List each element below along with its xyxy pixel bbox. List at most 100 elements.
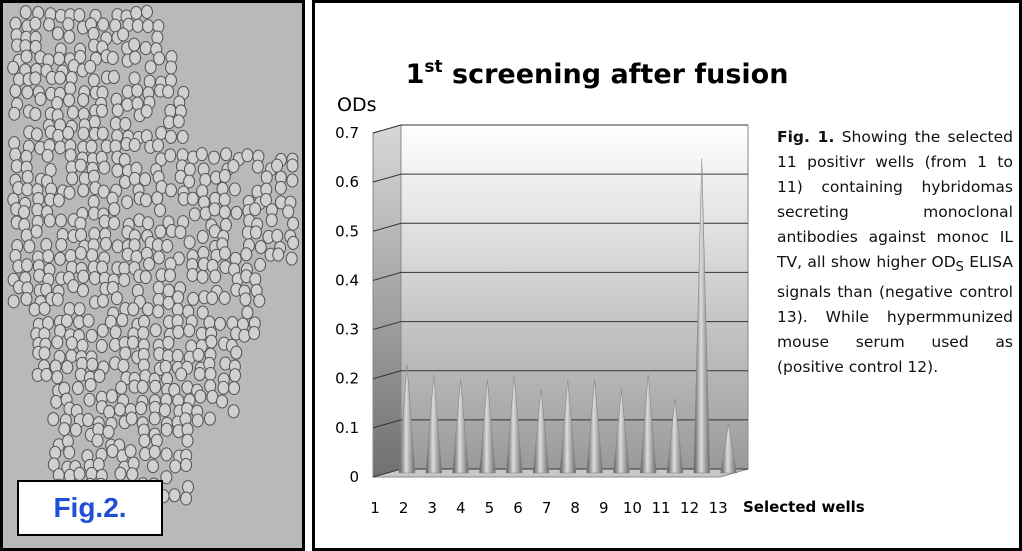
cell <box>207 292 218 305</box>
cell <box>219 193 230 206</box>
cell <box>39 302 50 315</box>
cell <box>78 184 89 197</box>
x-tick-label: 5 <box>485 499 495 517</box>
cell <box>287 174 298 187</box>
cell <box>64 94 75 107</box>
cell <box>119 273 130 286</box>
cell <box>30 17 41 30</box>
cell <box>83 414 94 427</box>
cell <box>137 380 148 393</box>
cell <box>120 117 131 130</box>
cell <box>219 206 230 219</box>
cell <box>219 170 230 183</box>
cell <box>182 434 193 447</box>
cell <box>140 173 151 186</box>
cell-image-panel: Fig.2. <box>0 0 305 551</box>
cell <box>108 71 119 84</box>
cell <box>215 317 226 330</box>
cell <box>54 52 65 65</box>
cell <box>48 413 59 426</box>
cell <box>75 247 86 260</box>
cell <box>272 159 283 172</box>
cell <box>83 314 94 327</box>
cell <box>64 186 75 199</box>
cell <box>197 230 208 243</box>
cell <box>19 206 30 219</box>
caption-text-after: ELISA signals than (negative control 13)… <box>777 253 1013 376</box>
cell <box>139 434 150 447</box>
cell <box>143 20 154 33</box>
cell <box>255 241 266 254</box>
cell <box>187 192 198 205</box>
cell <box>118 359 129 372</box>
cell <box>150 380 161 393</box>
cell <box>136 402 147 415</box>
cell <box>31 128 42 141</box>
x-tick-label: 7 <box>542 499 552 517</box>
caption: Fig. 1. Showing the selected 11 positivr… <box>777 125 1013 380</box>
cell <box>67 106 78 119</box>
cell <box>152 192 163 205</box>
cell <box>217 395 228 408</box>
cell <box>88 170 99 183</box>
cell <box>164 269 175 282</box>
cell <box>41 238 52 251</box>
cell <box>192 414 203 427</box>
cell <box>20 6 31 19</box>
cell <box>74 303 85 316</box>
cell <box>97 294 108 307</box>
chart-panel: 1st screening after fusion ODs Selected … <box>312 0 1022 551</box>
cell <box>39 347 50 360</box>
title-superscript: st <box>424 57 442 77</box>
cell <box>112 164 123 177</box>
cell <box>166 184 177 197</box>
cell <box>187 269 198 282</box>
cell <box>77 284 88 297</box>
cell <box>50 446 61 459</box>
cell <box>138 327 149 340</box>
cell <box>210 270 221 283</box>
cell <box>188 292 199 305</box>
cell <box>112 104 123 117</box>
cell <box>88 74 99 87</box>
cell <box>144 258 155 271</box>
cell <box>55 71 66 84</box>
cell <box>228 405 239 418</box>
cell <box>117 314 128 327</box>
cell <box>111 292 122 305</box>
cell <box>43 250 54 263</box>
cell <box>120 175 131 188</box>
cell <box>130 51 141 64</box>
cell <box>52 293 63 306</box>
cell <box>54 252 65 265</box>
y-tick-label: 0.3 <box>335 321 359 339</box>
cell <box>255 258 266 271</box>
cell <box>78 270 89 283</box>
cell <box>161 423 172 436</box>
cell <box>51 395 62 408</box>
cell <box>240 293 251 306</box>
cell <box>52 371 63 384</box>
caption-text: Showing the selected 11 positivr wells (… <box>777 128 1013 271</box>
cell <box>63 127 74 140</box>
cell <box>132 84 143 97</box>
chart-title: 1st screening after fusion <box>406 57 789 90</box>
cell <box>59 423 70 436</box>
cell <box>125 445 136 458</box>
cell <box>153 251 164 264</box>
cell <box>242 149 253 162</box>
cell <box>21 292 32 305</box>
cell <box>86 140 97 153</box>
cell <box>177 130 188 143</box>
cell <box>74 9 85 22</box>
cell <box>261 171 272 184</box>
cell <box>65 149 76 162</box>
y-tick-label: 0.1 <box>335 419 359 437</box>
cell <box>151 434 162 447</box>
x-tick-label: 12 <box>680 499 699 517</box>
cell <box>63 18 74 31</box>
x-tick-label: 2 <box>399 499 409 517</box>
cell <box>140 271 151 284</box>
page: Fig.2. 1st screening after fusion ODs Se… <box>0 0 1022 551</box>
cell <box>65 82 76 95</box>
